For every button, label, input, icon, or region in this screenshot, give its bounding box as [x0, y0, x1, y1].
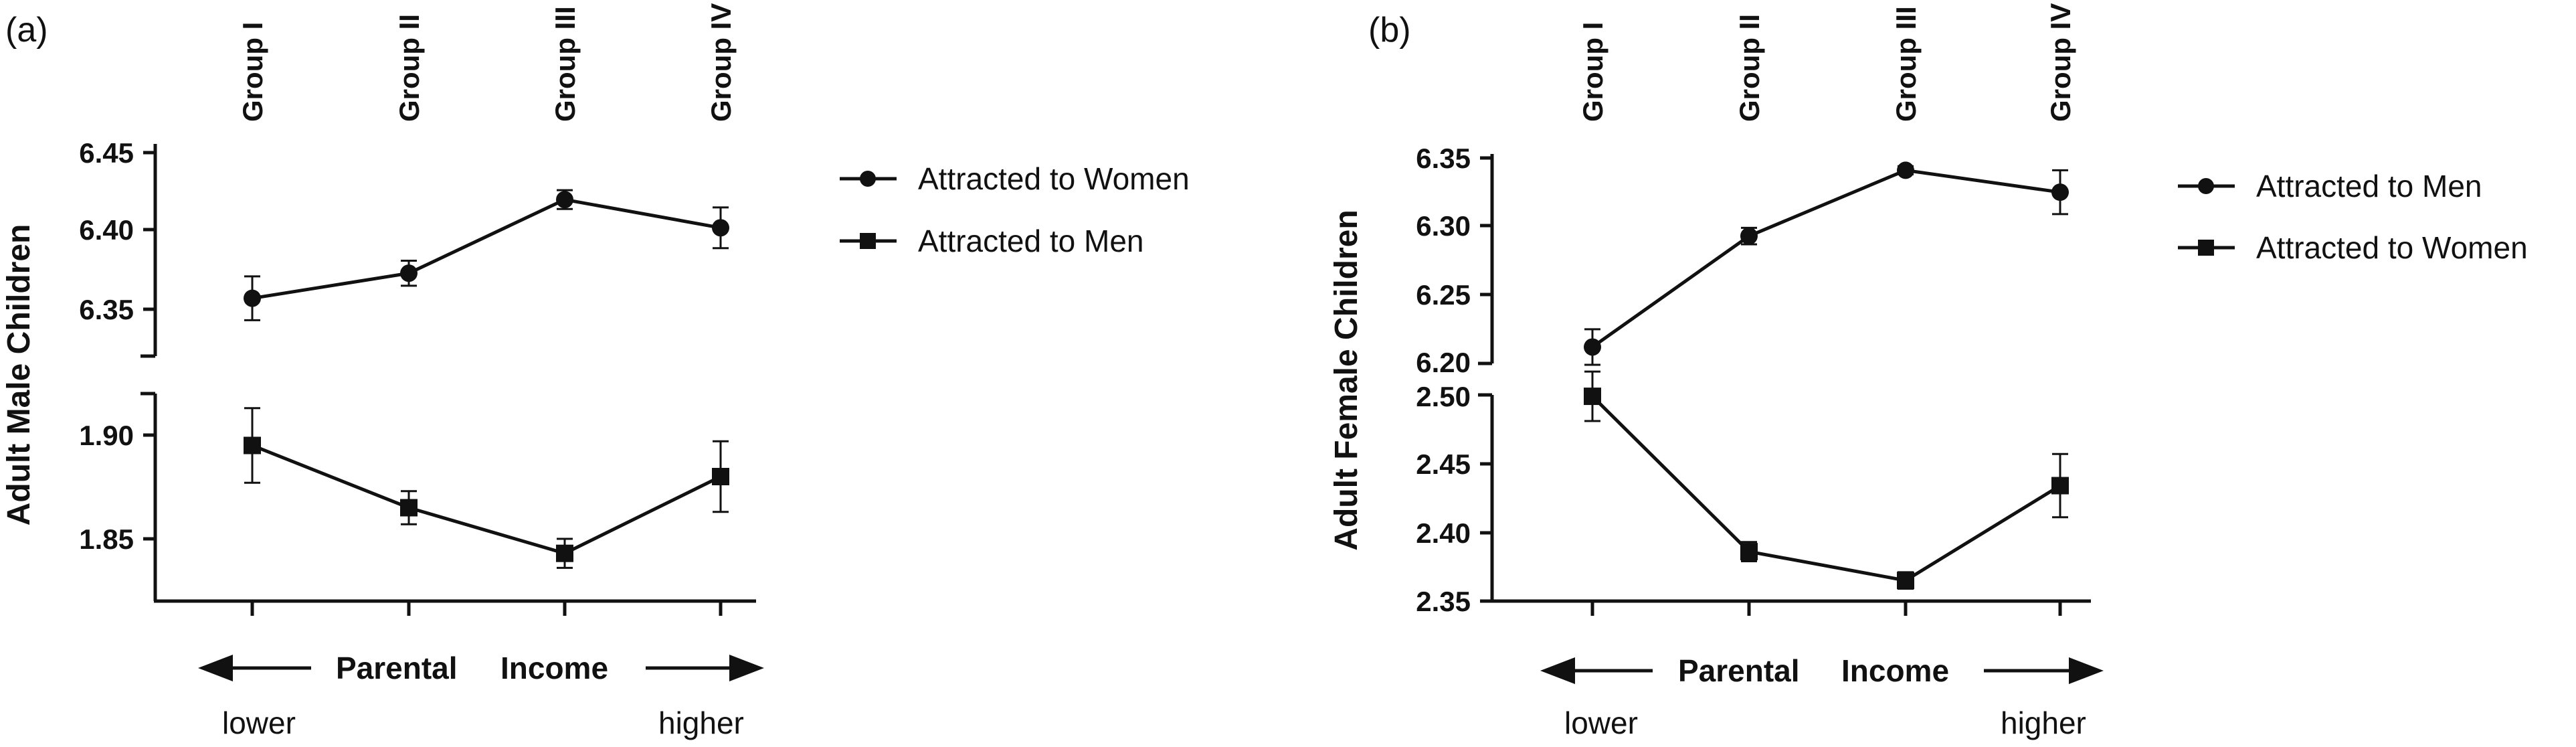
- legend-marker-b-0: [2198, 178, 2214, 194]
- income-higher-a: higher: [658, 706, 744, 740]
- y-tick-label-b-7: 2.35: [1416, 586, 1471, 617]
- panel-label-b: (b): [1368, 11, 1411, 50]
- y-tick-label-a-0: 6.45: [79, 137, 134, 169]
- income-text-right-a: Income: [500, 651, 608, 685]
- group-label-b-1: Group II: [1734, 14, 1765, 122]
- y-tick-label-a-4: 1.85: [79, 523, 134, 555]
- point-0-0-1: [400, 264, 418, 282]
- series-line-0-1: [252, 444, 722, 556]
- plot-marks-b: [1584, 161, 2069, 590]
- point-0-1-1: [400, 499, 418, 517]
- income-text-left-a: Parental: [336, 651, 458, 685]
- income-text-left-b: Parental: [1678, 653, 1800, 688]
- y-tick-label-b-1: 6.30: [1416, 210, 1471, 242]
- point-1-0-1: [1740, 227, 1758, 245]
- point-0-0-2: [556, 191, 573, 209]
- income-lower-a: lower: [222, 706, 296, 740]
- group-label-b-3: Group IV: [2045, 3, 2076, 122]
- group-label-a-3: Group IV: [705, 3, 737, 122]
- group-label-a-1: Group II: [393, 14, 425, 122]
- y-tick-label-b-4: 2.50: [1416, 381, 1471, 412]
- y-tick-label-b-2: 6.25: [1416, 279, 1471, 311]
- legend-marker-a-0: [860, 171, 876, 187]
- series-line-0-0: [252, 197, 721, 301]
- y-tick-label-a-3: 1.90: [79, 420, 134, 451]
- panel-label-a: (a): [5, 11, 48, 50]
- y-tick-label-a-2: 6.35: [79, 294, 134, 325]
- y-tick-label-b-0: 6.35: [1416, 143, 1471, 174]
- point-0-0-3: [712, 219, 729, 237]
- y-axis-label-b: Adult Female Children: [1329, 210, 1364, 550]
- income-lower-b: lower: [1564, 706, 1638, 740]
- income-text-right-b: Income: [1841, 653, 1949, 688]
- series-line-1-0: [1591, 168, 2061, 349]
- y-tick-label-a-1: 6.40: [79, 214, 134, 246]
- plot-marks-a: [244, 189, 729, 569]
- group-label-a-0: Group I: [237, 22, 268, 122]
- y-tick-label-b-3: 6.20: [1416, 347, 1471, 378]
- point-0-1-0: [244, 436, 261, 454]
- income-arrow-left-b: [1540, 657, 1575, 684]
- legend-label-b-1: Attracted to Women: [2256, 230, 2528, 265]
- legend-marker-a-1: [860, 233, 876, 249]
- legend-label-a-0: Attracted to Women: [918, 161, 1190, 196]
- point-1-0-3: [2051, 183, 2069, 201]
- group-label-a-2: Group III: [549, 6, 581, 122]
- y-tick-label-b-5: 2.45: [1416, 448, 1471, 480]
- point-1-1-1: [1740, 543, 1758, 561]
- point-1-1-0: [1584, 388, 1601, 406]
- group-label-b-2: Group III: [1890, 6, 1922, 122]
- y-tick-label-b-6: 2.40: [1416, 517, 1471, 549]
- legend-marker-b-1: [2198, 240, 2214, 256]
- income-higher-b: higher: [2001, 706, 2086, 740]
- y-axis-label-a: Adult Male Children: [1, 224, 37, 526]
- income-arrow-right-a: [729, 655, 764, 681]
- point-0-1-3: [712, 468, 729, 485]
- panel-a: (a) Adult Male Children 6.45 6.40 6.35 1…: [1, 3, 1190, 740]
- point-1-1-2: [1897, 572, 1914, 590]
- series-line-1-1: [1591, 395, 2061, 582]
- group-label-b-0: Group I: [1577, 22, 1608, 122]
- point-1-0-0: [1584, 338, 1601, 356]
- income-arrow-right-b: [2069, 657, 2104, 684]
- point-0-1-2: [556, 544, 573, 562]
- panel-b: (b) Adult Female Children 6.35 6.30 6.25…: [1329, 3, 2528, 740]
- point-1-0-2: [1897, 161, 1914, 179]
- legend-label-b-0: Attracted to Men: [2256, 169, 2482, 203]
- income-arrow-left-a: [198, 655, 233, 681]
- legend-label-a-1: Attracted to Men: [918, 224, 1144, 258]
- point-1-1-3: [2051, 477, 2069, 495]
- point-0-0-0: [244, 289, 261, 307]
